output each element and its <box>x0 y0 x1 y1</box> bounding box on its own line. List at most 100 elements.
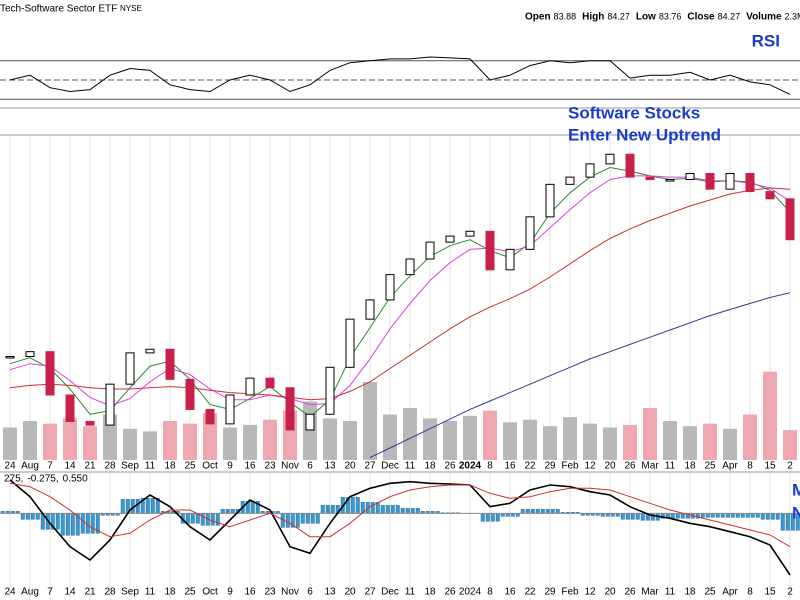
volume-bar <box>363 382 377 460</box>
volume-bar <box>423 418 437 460</box>
moving-average <box>369 292 791 459</box>
volume-bar <box>43 423 57 460</box>
x-tick-label: Oct <box>202 587 218 598</box>
x-tick-label: 8 <box>487 461 493 472</box>
x-tick-label: Apr <box>722 587 738 598</box>
x-tick-label: 11 <box>405 587 416 598</box>
x-tick-label: 13 <box>324 461 336 472</box>
x-tick-label: Aug <box>21 461 39 472</box>
x-tick-label: 8 <box>747 461 753 472</box>
histogram-bar <box>480 513 485 522</box>
histogram-bar <box>715 513 720 518</box>
x-tick-label: 26 <box>444 587 456 598</box>
histogram-bar <box>285 513 290 528</box>
candle <box>165 348 175 380</box>
histogram-bar <box>380 505 385 514</box>
x-tick-label: 24 <box>4 461 16 472</box>
candle <box>665 179 675 182</box>
histogram-bar <box>145 498 150 514</box>
histogram-bar <box>405 508 410 514</box>
x-tick-label: Dec <box>381 461 399 472</box>
histogram-bar <box>705 513 710 518</box>
candle <box>225 394 235 425</box>
x-tick-label: 20 <box>344 461 356 472</box>
candle <box>745 173 755 193</box>
volume-bar <box>603 427 617 460</box>
candle <box>625 153 635 178</box>
volume-bar <box>463 415 477 460</box>
x-tick-label: 6 <box>307 461 313 472</box>
candle <box>725 173 735 190</box>
x-tick-label: 11 <box>665 461 676 472</box>
histogram-bar <box>670 513 675 519</box>
histogram-bar <box>495 513 500 522</box>
volume-bar <box>443 421 457 460</box>
x-tick-label: 16 <box>244 587 256 598</box>
x-tick-label: 8 <box>747 587 753 598</box>
x-tick-label: 7 <box>47 587 53 598</box>
candle <box>485 230 495 271</box>
quote-value: 84.27 <box>718 11 741 21</box>
histogram-bar <box>70 513 75 536</box>
histogram-bar <box>210 513 215 526</box>
candle <box>445 235 455 243</box>
x-tick-label: 21 <box>84 461 96 472</box>
candle <box>645 176 655 181</box>
histogram-bar <box>25 513 30 520</box>
legend-entry: -0.275, <box>27 474 58 485</box>
histogram-bar <box>490 513 495 522</box>
x-tick-label: 11 <box>405 461 416 472</box>
volume-bar <box>523 419 537 460</box>
x-tick-label: 25 <box>704 461 716 472</box>
x-tick-label: 25 <box>704 587 716 598</box>
histogram-bar <box>330 505 335 514</box>
candle <box>105 383 115 426</box>
histogram-bar <box>700 513 705 518</box>
histogram-bar <box>775 513 780 520</box>
volume-bar <box>163 421 177 460</box>
volume-bar <box>183 423 197 460</box>
x-tick-label: 11 <box>145 461 156 472</box>
histogram-bar <box>710 513 715 518</box>
histogram-bar <box>55 513 60 530</box>
x-tick-label: 9 <box>227 587 233 598</box>
histogram-bar <box>310 513 315 524</box>
volume-bar <box>763 371 777 460</box>
x-tick-label: 26 <box>444 461 456 472</box>
x-tick-label: 9 <box>227 461 233 472</box>
x-tick-label: 25 <box>184 587 196 598</box>
candle <box>345 318 355 368</box>
x-tick-label: Apr <box>722 461 738 472</box>
histogram-bar <box>535 509 540 514</box>
candle <box>85 420 95 426</box>
volume-bar <box>83 426 97 460</box>
candle <box>45 351 55 396</box>
candle <box>365 299 375 320</box>
chart-title: Tech-Software Sector ETF <box>0 4 117 15</box>
histogram-bar <box>320 505 325 514</box>
annotation: Software Stocks <box>568 103 700 122</box>
histogram-bar <box>785 513 790 531</box>
quote-label: Close <box>687 12 715 23</box>
x-tick-label: 15 <box>764 587 776 598</box>
moving-average <box>9 175 791 407</box>
volume-bar <box>123 428 137 460</box>
x-tick-label: 16 <box>504 461 516 472</box>
histogram-bar <box>625 513 630 520</box>
volume-bar <box>503 422 517 460</box>
histogram-bar <box>80 513 85 534</box>
histogram-bar <box>530 509 535 514</box>
volume-bar <box>723 428 737 460</box>
x-tick-label: Sep <box>121 461 139 472</box>
histogram-bar <box>770 513 775 520</box>
x-tick-label: 8 <box>487 587 493 598</box>
volume-bar <box>103 414 117 460</box>
candle <box>265 377 275 389</box>
histogram-bar <box>90 513 95 534</box>
histogram-bar <box>230 509 235 514</box>
x-tick-label: 27 <box>364 461 376 472</box>
histogram-bar <box>225 509 230 514</box>
volume-bar <box>243 424 257 460</box>
